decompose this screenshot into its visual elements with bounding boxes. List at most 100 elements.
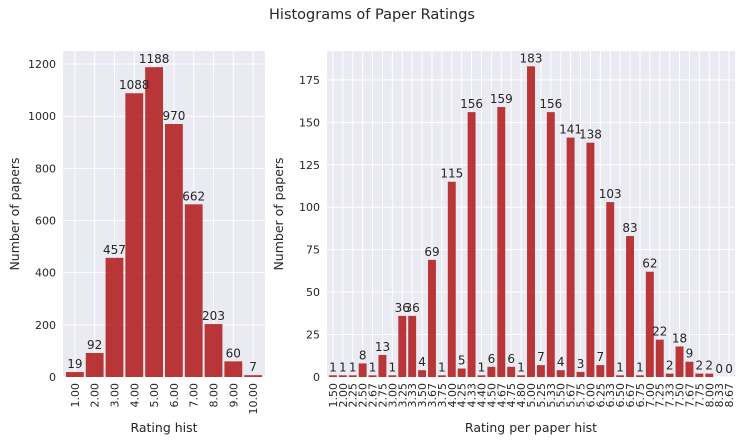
y-tick-label: 600: [35, 215, 56, 228]
x-tick-label: 2.50: [357, 383, 370, 408]
bar: [65, 372, 84, 377]
bar: [467, 112, 476, 377]
y-axis-label: Number of papers: [7, 157, 22, 270]
x-tick-label: 4.40: [475, 383, 488, 408]
bar: [527, 66, 535, 377]
x-tick-label: 6.67: [624, 383, 637, 408]
bar: [507, 366, 516, 377]
x-tick-label: 2.75: [376, 383, 389, 408]
data-label: 138: [579, 128, 602, 142]
x-tick-label: 4.50: [485, 383, 498, 408]
data-label: 60: [226, 346, 241, 360]
y-tick-label: 125: [299, 159, 320, 172]
y-tick-label: 800: [35, 162, 56, 175]
data-label: 1: [339, 360, 347, 374]
x-tick-label: 6.00: [584, 383, 597, 408]
data-label: 62: [642, 257, 657, 271]
plot-area: [63, 51, 265, 377]
bar: [328, 375, 337, 377]
x-tick-label: 5.25: [535, 383, 548, 408]
data-label: 1: [616, 360, 624, 374]
data-label: 2: [666, 359, 674, 373]
data-label: 36: [405, 301, 420, 315]
bar: [645, 271, 654, 377]
bar: [145, 67, 164, 377]
x-tick-label: 4.75: [505, 383, 518, 408]
x-tick-label: 6.25: [594, 383, 607, 408]
x-tick-label: 7.75: [693, 383, 706, 408]
data-label: 7: [597, 350, 605, 364]
y-tick-label: 100: [299, 201, 320, 214]
x-tick-label: 6.00: [168, 383, 181, 408]
x-tick-label: 5.50: [555, 383, 568, 408]
bars: [328, 66, 714, 377]
data-label: 1: [329, 360, 337, 374]
bar: [244, 375, 263, 377]
x-tick-label: 4.67: [495, 383, 508, 408]
bar: [596, 365, 605, 377]
bar: [125, 93, 144, 377]
bar: [487, 366, 496, 377]
data-label: 662: [182, 189, 205, 203]
y-tick-label: 150: [299, 116, 320, 129]
data-label: 1: [636, 360, 644, 374]
bar: [626, 236, 634, 377]
bar: [338, 375, 347, 377]
x-tick-label: 4.80: [515, 383, 528, 408]
x-tick-label: 2.00: [89, 383, 102, 408]
x-tick-label: 5.00: [148, 383, 161, 408]
data-label: 0: [715, 362, 723, 376]
bar: [184, 204, 203, 377]
data-label: 2: [696, 359, 704, 373]
data-label: 115: [440, 167, 463, 181]
bar: [428, 259, 436, 377]
bar: [437, 375, 446, 377]
y-axis-label: Number of papers: [271, 157, 286, 270]
data-label: 203: [202, 309, 225, 323]
bar: [388, 375, 397, 377]
data-label: 141: [559, 123, 582, 137]
bar: [536, 365, 545, 377]
x-tick-label: 4.00: [128, 383, 141, 408]
data-label: 92: [87, 338, 102, 352]
x-tick-label: 9.00: [227, 383, 240, 408]
ticks: 02550751001251501751.502.002.252.502.672…: [299, 74, 736, 408]
bar: [477, 375, 486, 377]
x-tick-label: 7.00: [644, 383, 657, 408]
x-tick-label: 6.33: [604, 383, 617, 408]
data-label: 156: [460, 97, 483, 111]
bar: [224, 361, 243, 377]
y-tick-label: 1000: [28, 110, 56, 123]
rating-per-paper-histogram-chart: 02550751001251501751.502.002.252.502.672…: [271, 51, 736, 435]
data-label: 1: [369, 360, 377, 374]
bar: [517, 375, 526, 377]
y-tick-label: 200: [35, 319, 56, 332]
bar: [447, 181, 456, 377]
x-tick-label: 6.50: [614, 383, 627, 408]
bar: [586, 142, 595, 377]
data-label: 2: [705, 359, 713, 373]
bar: [358, 363, 367, 377]
data-label: 1: [517, 360, 525, 374]
x-tick-label: 5.67: [565, 383, 578, 408]
bar: [418, 370, 427, 377]
data-label: 36: [395, 301, 410, 315]
x-tick-label: 1.50: [327, 383, 340, 408]
x-tick-label: 8.67: [723, 383, 736, 408]
data-label: 69: [424, 245, 439, 259]
data-label: 183: [520, 51, 543, 65]
x-tick-label: 5.00: [525, 383, 538, 408]
data-label: 13: [375, 340, 390, 354]
bar: [675, 346, 684, 377]
bar: [85, 353, 104, 377]
x-axis-label: Rating per paper hist: [465, 420, 597, 435]
bar: [556, 370, 565, 377]
x-tick-label: 3.67: [426, 383, 439, 408]
bar: [398, 315, 407, 377]
data-label: 3: [577, 357, 585, 371]
bar: [695, 373, 704, 377]
data-label: 1: [478, 360, 486, 374]
data-label: 156: [539, 97, 562, 111]
data-labels: 19 92 457 1088 1188 970 662 203 60 7: [67, 52, 257, 374]
data-label: 7: [537, 350, 545, 364]
